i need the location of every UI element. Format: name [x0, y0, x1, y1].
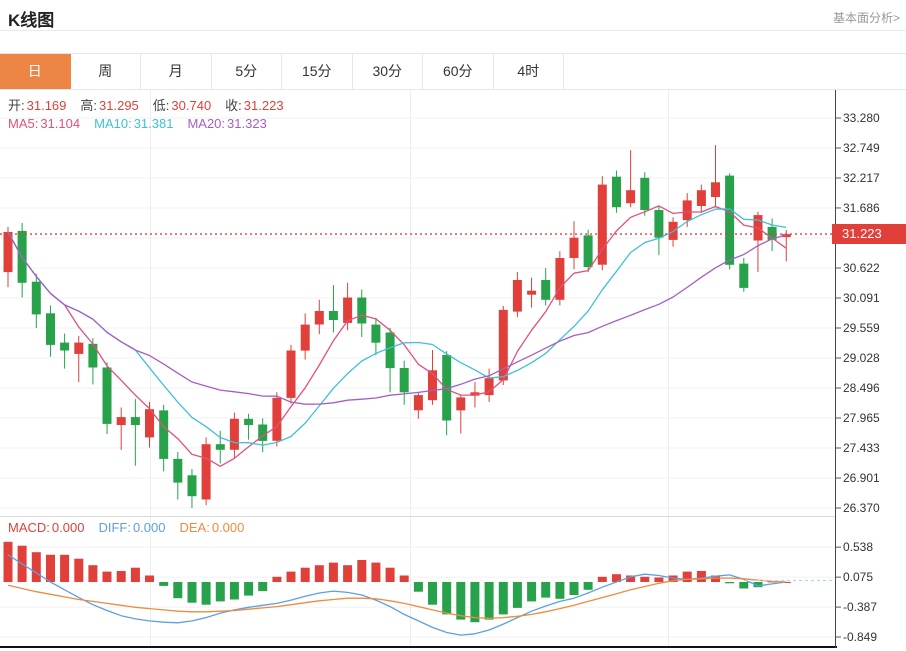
legend-item: MACD: 0.000 — [8, 520, 85, 535]
legend-item: MA5: 31.104 — [8, 116, 81, 131]
grid-lines — [0, 90, 835, 646]
tab-周[interactable]: 周 — [70, 54, 141, 89]
kline-chart-area[interactable]: 开: 31.169 高: 31.295 低: 30.740 收: 31.223 MA5: 31.… — [0, 90, 906, 651]
price-tick-label: 32.217 — [843, 170, 880, 185]
ma20-line — [7, 231, 787, 405]
kline-chart-canvas — [0, 90, 841, 648]
price-tick-label: 30.091 — [843, 290, 880, 305]
price-tick-label: 27.965 — [843, 410, 880, 425]
chart-frame — [0, 90, 841, 648]
tab-5分[interactable]: 5分 — [211, 54, 282, 89]
tab-15分[interactable]: 15分 — [282, 54, 353, 89]
legend-item: 收: 31.223 — [225, 98, 284, 113]
last-price-badge: 31.223 — [832, 224, 906, 244]
page-title: K线图 — [8, 11, 55, 30]
legend-item: DIFF: 0.000 — [98, 520, 166, 535]
ma10-line — [7, 208, 787, 446]
macd-tick-label: -0.387 — [843, 600, 878, 615]
tab-60分[interactable]: 60分 — [423, 54, 494, 89]
price-tick-label: 30.622 — [843, 261, 880, 276]
legend-item: 开: 31.169 — [8, 98, 67, 113]
price-tick-label: 26.901 — [843, 471, 880, 486]
price-tick-label: 31.686 — [843, 200, 880, 215]
tab-4时[interactable]: 4时 — [493, 54, 564, 89]
legend-item: MA20: 31.323 — [187, 116, 267, 131]
price-tick-label: 33.280 — [843, 111, 880, 125]
price-tick-label: 29.559 — [843, 321, 880, 335]
legend-item: MA10: 31.381 — [94, 116, 174, 131]
diff-line — [7, 554, 787, 636]
macd-tick-label: -0.849 — [843, 630, 878, 644]
macd-tick-label: 0.538 — [843, 540, 874, 555]
ohlc-info-row: 开: 31.169 高: 31.295 低: 30.740 收: 31.223 — [8, 95, 298, 114]
candles-layer — [3, 145, 791, 508]
legend-item: 高: 31.295 — [80, 98, 139, 113]
fundamental-analysis-link[interactable]: 基本面分析> — [832, 11, 900, 25]
tab-日[interactable]: 日 — [0, 54, 71, 89]
tab-30分[interactable]: 30分 — [352, 54, 423, 89]
macd-info-row: MACD: 0.000 DIFF: 0.000 DEA: 0.000 — [8, 520, 258, 535]
tab-月[interactable]: 月 — [141, 54, 212, 89]
dea-line — [7, 577, 787, 619]
legend-item: 低: 30.740 — [152, 98, 212, 113]
price-tick-label: 27.433 — [843, 441, 880, 455]
price-tick-label: 26.370 — [843, 501, 880, 515]
header-divider — [0, 30, 906, 31]
price-tick-label: 29.028 — [843, 350, 880, 365]
interval-tab-bar: 日周月 5分 15分 30分 60分 4时 — [0, 53, 906, 90]
ma5-line — [7, 205, 787, 467]
macd-tick-label: 0.075 — [843, 570, 874, 585]
ma-info-row: MA5: 31.104 MA10: 31.381 MA20: 31.323 — [8, 116, 281, 131]
legend-item: DEA: 0.000 — [179, 520, 245, 535]
price-tick-label: 32.749 — [843, 140, 880, 155]
price-tick-label: 28.496 — [843, 381, 880, 395]
